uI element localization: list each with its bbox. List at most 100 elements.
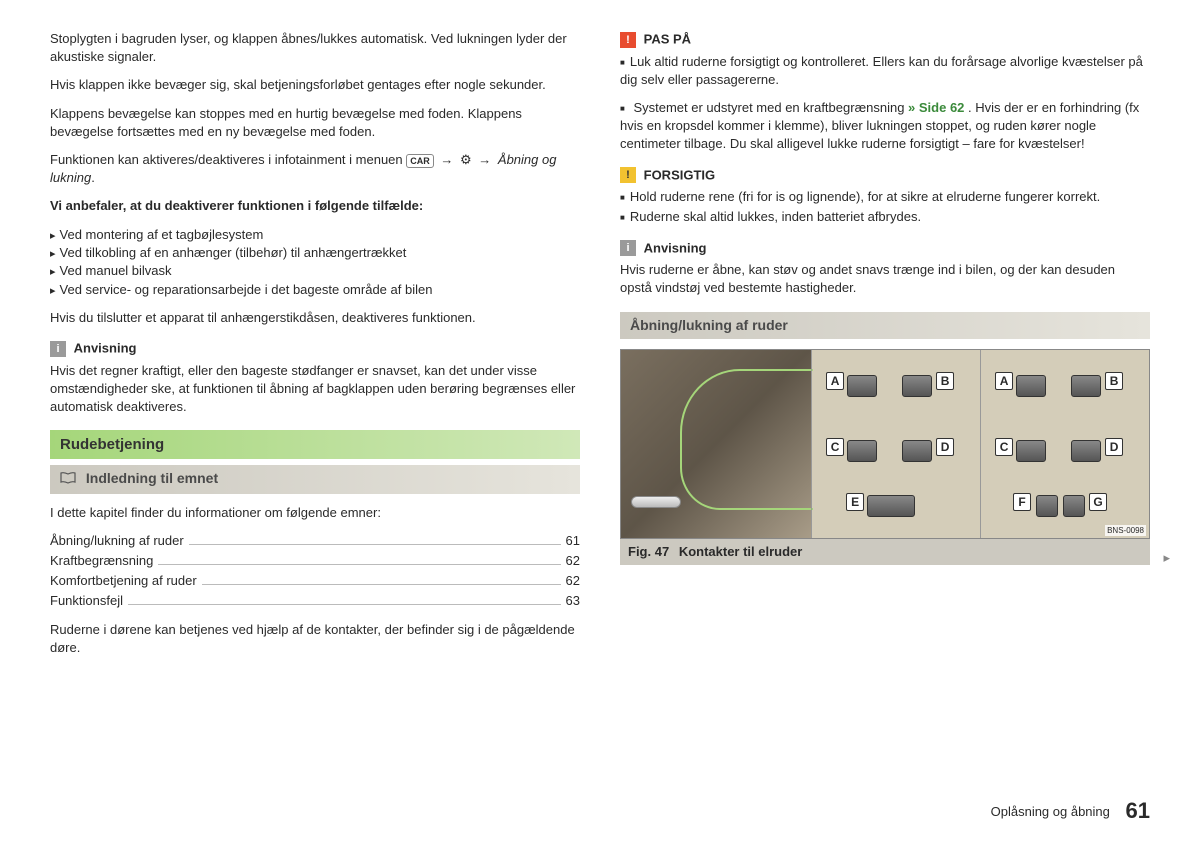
arrow-icon: → — [440, 152, 453, 167]
caution-item: Hold ruderne rene (fri for is og lignend… — [620, 188, 1150, 206]
info-title: Anvisning — [644, 240, 707, 255]
lock-switch — [1063, 495, 1085, 517]
section-heading: Rudebetjening — [50, 430, 580, 459]
continuation-arrow-icon: ▸ — [1163, 549, 1170, 567]
callout-label: D — [1105, 438, 1123, 456]
caution-item: Ruderne skal altid lukkes, inden batteri… — [620, 208, 1150, 226]
list-item: Ved tilkobling af en anhænger (tilbehør)… — [50, 244, 580, 262]
figure-title: Kontakter til elruder — [679, 544, 803, 559]
gear-icon: ⚙ — [460, 152, 472, 167]
bullet-list: Ved montering af et tagbøjlesystem Ved t… — [50, 226, 580, 300]
toc-label: Kraftbegrænsning — [50, 552, 153, 570]
book-icon — [60, 470, 76, 490]
toc-label: Komfortbetjening af ruder — [50, 572, 197, 590]
toc-row: Komfortbetjening af ruder 62 — [50, 572, 580, 590]
window-switch — [902, 440, 932, 462]
caution-title: FORSIGTIG — [644, 167, 716, 182]
left-column: Stoplygten i bagruden lyser, og klappen … — [50, 30, 580, 667]
warning-icon: ! — [620, 32, 636, 48]
highlight-outline — [680, 369, 813, 510]
figure-wrapper: A B C D E A B — [620, 349, 1150, 565]
car-icon: CAR — [406, 154, 434, 168]
list-item: Ved manuel bilvask — [50, 262, 580, 280]
figure-code: BNS-0098 — [1105, 525, 1146, 536]
toc-label: Funktionsfejl — [50, 592, 123, 610]
toc-leader — [128, 604, 561, 605]
callout-label: D — [936, 438, 954, 456]
window-switch — [847, 375, 877, 397]
window-switch — [867, 495, 915, 517]
note-header: i Anvisning — [50, 339, 580, 358]
paragraph: Stoplygten i bagruden lyser, og klappen … — [50, 30, 580, 66]
lock-switch — [1036, 495, 1058, 517]
door-handle — [631, 496, 681, 508]
caution-header: ! FORSIGTIG — [620, 166, 1150, 185]
info-icon: i — [620, 240, 636, 256]
footer-section: Oplåsning og åbning — [991, 804, 1110, 819]
bold-intro: Vi anbefaler, at du deaktiverer funktion… — [50, 197, 580, 215]
window-switch — [847, 440, 877, 462]
page-reference-link[interactable]: » Side 62 — [908, 100, 964, 115]
figure-number: Fig. 47 — [628, 544, 669, 559]
window-switch — [1071, 440, 1101, 462]
page-footer: Oplåsning og åbning 61 — [991, 796, 1150, 827]
callout-label: A — [826, 372, 844, 390]
callout-label: C — [995, 438, 1013, 456]
callout-label: B — [1105, 372, 1123, 390]
toc-page: 61 — [566, 532, 580, 550]
toc-page: 62 — [566, 552, 580, 570]
warning-item: Systemet er udstyret med en kraftbegræns… — [620, 99, 1150, 154]
paragraph: Ruderne i dørene kan betjenes ved hjælp … — [50, 621, 580, 657]
toc-intro: I dette kapitel finder du informationer … — [50, 504, 580, 522]
paragraph: Hvis du tilslutter et apparat til anhæng… — [50, 309, 580, 327]
info-header: i Anvisning — [620, 239, 1150, 258]
page-number: 61 — [1126, 798, 1150, 823]
callout-label: C — [826, 438, 844, 456]
window-switch — [1016, 375, 1046, 397]
text: Systemet er udstyret med en kraftbegræns… — [633, 100, 908, 115]
page-content: Stoplygten i bagruden lyser, og klappen … — [0, 0, 1200, 687]
warning-header: ! PAS PÅ — [620, 30, 1150, 49]
window-switch — [902, 375, 932, 397]
callout-label: G — [1089, 493, 1107, 511]
window-switch — [1071, 375, 1101, 397]
callout-label: A — [995, 372, 1013, 390]
info-text: Hvis ruderne er åbne, kan støv og andet … — [620, 261, 1150, 297]
list-item: Ved service- og reparationsarbejde i det… — [50, 281, 580, 299]
toc-row: Funktionsfejl 63 — [50, 592, 580, 610]
toc-label: Åbning/lukning af ruder — [50, 532, 184, 550]
callout-label: E — [846, 493, 864, 511]
figure-caption: Fig. 47 Kontakter til elruder — [620, 539, 1150, 565]
note-title: Anvisning — [74, 341, 137, 356]
toc-page: 63 — [566, 592, 580, 610]
paragraph: Hvis klappen ikke bevæger sig, skal betj… — [50, 76, 580, 94]
warning-item: Luk altid ruderne forsigtigt og kontroll… — [620, 53, 1150, 89]
toc-row: Kraftbegrænsning 62 — [50, 552, 580, 570]
control-panel-variant-1: A B C D E — [811, 350, 980, 538]
list-item: Ved montering af et tagbøjlesystem — [50, 226, 580, 244]
toc-leader — [158, 564, 560, 565]
info-icon: i — [50, 341, 66, 357]
window-switch — [1016, 440, 1046, 462]
note-text: Hvis det regner kraftigt, eller den bage… — [50, 362, 580, 417]
toc-leader — [189, 544, 561, 545]
toc-page: 62 — [566, 572, 580, 590]
toc-row: Åbning/lukning af ruder 61 — [50, 532, 580, 550]
toc-leader — [202, 584, 561, 585]
control-panel-variant-2: A B C D F G — [980, 350, 1149, 538]
subsection-heading: Indledning til emnet — [50, 465, 580, 493]
figure-controls: A B C D E A B — [811, 350, 1149, 538]
callout-label: F — [1013, 493, 1031, 511]
text: Funktionen kan aktiveres/deaktiveres i i… — [50, 152, 406, 167]
toc: Åbning/lukning af ruder 61 Kraftbegrænsn… — [50, 532, 580, 611]
paragraph: Klappens bevægelse kan stoppes med en hu… — [50, 105, 580, 141]
figure: A B C D E A B — [620, 349, 1150, 539]
subsection-heading: Åbning/lukning af ruder — [620, 312, 1150, 340]
arrow-icon: → — [478, 152, 491, 167]
paragraph: Funktionen kan aktiveres/deaktiveres i i… — [50, 151, 580, 187]
subsection-title: Indledning til emnet — [86, 470, 218, 486]
caution-icon: ! — [620, 167, 636, 183]
right-column: ! PAS PÅ Luk altid ruderne forsigtigt og… — [620, 30, 1150, 667]
callout-label: B — [936, 372, 954, 390]
warning-title: PAS PÅ — [644, 31, 691, 46]
